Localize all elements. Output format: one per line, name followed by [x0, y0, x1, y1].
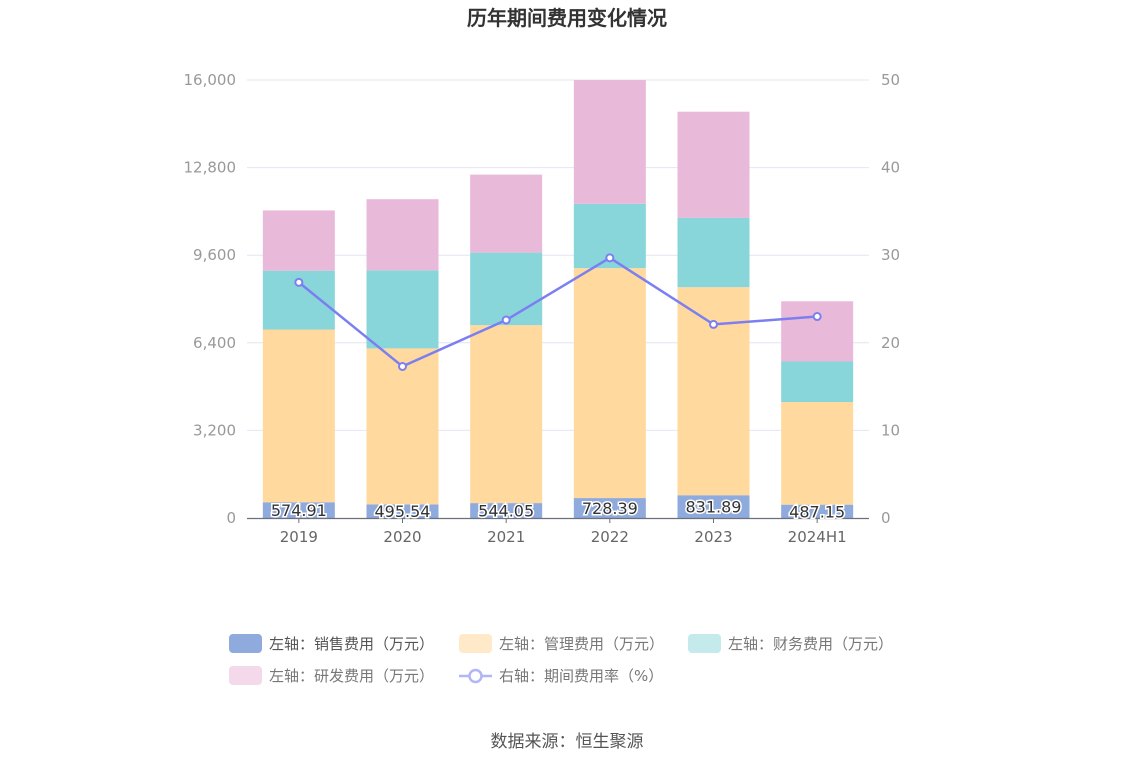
legend-item[interactable]: 左轴：财务费用（万元）	[688, 634, 893, 653]
left-tick-label: 3,200	[193, 421, 236, 439]
bar-segment	[262, 329, 335, 503]
bar-value-label: 574.91	[271, 501, 327, 520]
legend-swatch	[229, 634, 262, 653]
bar-segment	[366, 270, 439, 349]
bar-segment	[781, 402, 854, 505]
legend-item[interactable]: 左轴：销售费用（万元）	[229, 634, 434, 653]
right-tick-label: 50	[881, 71, 900, 89]
x-tick-label: 2020	[383, 528, 421, 546]
bar-value-label: 487.15	[789, 502, 845, 521]
bar-segment	[262, 210, 335, 271]
bar-segment	[781, 504, 854, 518]
right-axis-ticks: 0 10 20 30 40 50	[881, 71, 900, 527]
legend-swatch	[688, 634, 721, 653]
left-tick-label: 16,000	[184, 71, 237, 89]
bar-segment	[573, 268, 646, 499]
bar-segment	[470, 325, 543, 504]
x-axis: 2019 2020 2021 2022 2023 2024H1	[247, 517, 869, 546]
x-tick-label: 2019	[280, 528, 318, 546]
legend-swatch	[459, 634, 492, 653]
x-tick-label: 2023	[694, 528, 732, 546]
rate-point	[294, 277, 304, 287]
bar-segment	[470, 174, 543, 253]
rate-point	[812, 312, 822, 322]
x-tick-label: 2022	[591, 528, 629, 546]
bar-value-label: 831.89	[686, 498, 742, 517]
legend-label: 左轴：管理费用（万元）	[499, 635, 664, 653]
bar-segment	[470, 252, 543, 326]
legend-marker-icon	[468, 668, 483, 684]
right-tick-label: 20	[881, 334, 900, 352]
bar-value-labels: 574.91 495.54 544.05 728.39 831.89 487.15	[269, 496, 846, 523]
legend-item[interactable]: 左轴：研发费用（万元）	[229, 666, 434, 685]
legend-item[interactable]: 左轴：管理费用（万元）	[459, 634, 664, 653]
legend-label: 右轴：期间费用率（%）	[499, 667, 663, 685]
rate-line-path	[298, 256, 818, 368]
rate-point	[501, 315, 511, 325]
legend-swatch	[229, 666, 262, 685]
right-tick-label: 10	[881, 421, 900, 439]
rate-point	[605, 253, 615, 263]
right-tick-label: 0	[881, 509, 891, 527]
bar-segment	[366, 504, 439, 518]
rate-point	[398, 361, 407, 371]
grid-lines	[247, 79, 869, 431]
bar-segment	[677, 217, 750, 288]
right-tick-label: 30	[881, 246, 900, 264]
bar-segment	[470, 503, 543, 518]
legend-item[interactable]: 右轴：期间费用率（%）	[459, 667, 663, 685]
bar-segment	[677, 111, 750, 218]
bar-segment	[366, 348, 439, 505]
legend: 左轴：销售费用（万元） 左轴：管理费用（万元） 左轴：财务费用（万元） 左轴：研发费用…	[229, 634, 893, 685]
bar-segment	[781, 361, 854, 403]
bar-segment	[781, 301, 854, 362]
legend-label: 左轴：财务费用（万元）	[728, 635, 893, 653]
left-axis-ticks: 0 3,200 6,400 9,600 12,800 16,000	[184, 71, 237, 527]
legend-label: 左轴：销售费用（万元）	[269, 635, 434, 653]
left-tick-label: 0	[226, 509, 236, 527]
left-tick-label: 12,800	[184, 159, 237, 177]
x-tick-label: 2024H1	[788, 528, 847, 546]
source-note: 数据来源：恒生聚源	[491, 732, 644, 752]
bar-segment	[366, 199, 439, 271]
bar-value-label: 544.05	[478, 502, 534, 521]
right-tick-label: 40	[881, 159, 900, 177]
bar-series	[262, 80, 854, 518]
chart-title: 历年期间费用变化情况	[467, 6, 667, 30]
bar-segment	[573, 498, 646, 518]
rate-point	[709, 319, 718, 329]
bar-segment	[262, 502, 335, 518]
rate-line	[294, 253, 822, 371]
x-tick-label: 2021	[487, 528, 525, 546]
left-tick-label: 6,400	[193, 334, 236, 352]
bar-segment	[677, 495, 750, 518]
left-tick-label: 9,600	[193, 246, 236, 264]
bar-value-label: 728.39	[582, 499, 638, 518]
bar-segment	[573, 80, 646, 204]
bar-value-label: 495.54	[375, 502, 431, 521]
bar-segment	[677, 287, 750, 496]
legend-label: 左轴：研发费用（万元）	[269, 667, 434, 685]
